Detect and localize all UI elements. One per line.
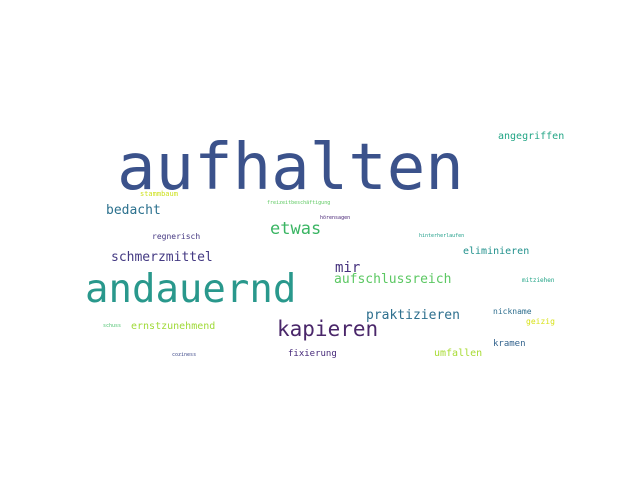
word-coziness: coziness [172, 352, 197, 358]
word-etwas: etwas [270, 219, 322, 239]
word-hoerensagen: hörensagen [320, 215, 351, 221]
word-praktizieren: praktizieren [366, 308, 460, 323]
word-schuss: schuss [103, 323, 122, 329]
word-aufschlussreich: aufschlussreich [334, 272, 452, 287]
word-mitziehen: mitziehen [522, 277, 555, 284]
word-hinterherlaufen: hinterherlaufen [419, 233, 465, 239]
word-kramen: kramen [493, 339, 526, 349]
word-mir: mir [335, 260, 361, 276]
word-aufhalten: aufhalten [117, 131, 464, 205]
word-nickname: nickname [493, 307, 532, 316]
word-cloud: aufhalten andauernd kapieren etwas schme… [80, 120, 564, 360]
word-andauernd: andauernd [85, 267, 297, 312]
word-umfallen: umfallen [434, 348, 483, 359]
word-bedacht: bedacht [106, 203, 161, 218]
word-freizeitbeschaeftigung: freizeitbeschäftigung [267, 200, 331, 206]
word-fixierung: fixierung [288, 349, 337, 359]
word-kapieren: kapieren [277, 317, 379, 341]
word-regnerisch: regnerisch [152, 232, 201, 241]
word-schmerzmittel: schmerzmittel [111, 250, 213, 265]
word-eliminieren: eliminieren [463, 246, 530, 257]
word-stammbaum: stammbaum [140, 190, 178, 198]
word-angegriffen: angegriffen [498, 131, 565, 142]
word-geizig: geizig [526, 317, 555, 326]
word-ernstzunehmend: ernstzunehmend [131, 321, 216, 332]
